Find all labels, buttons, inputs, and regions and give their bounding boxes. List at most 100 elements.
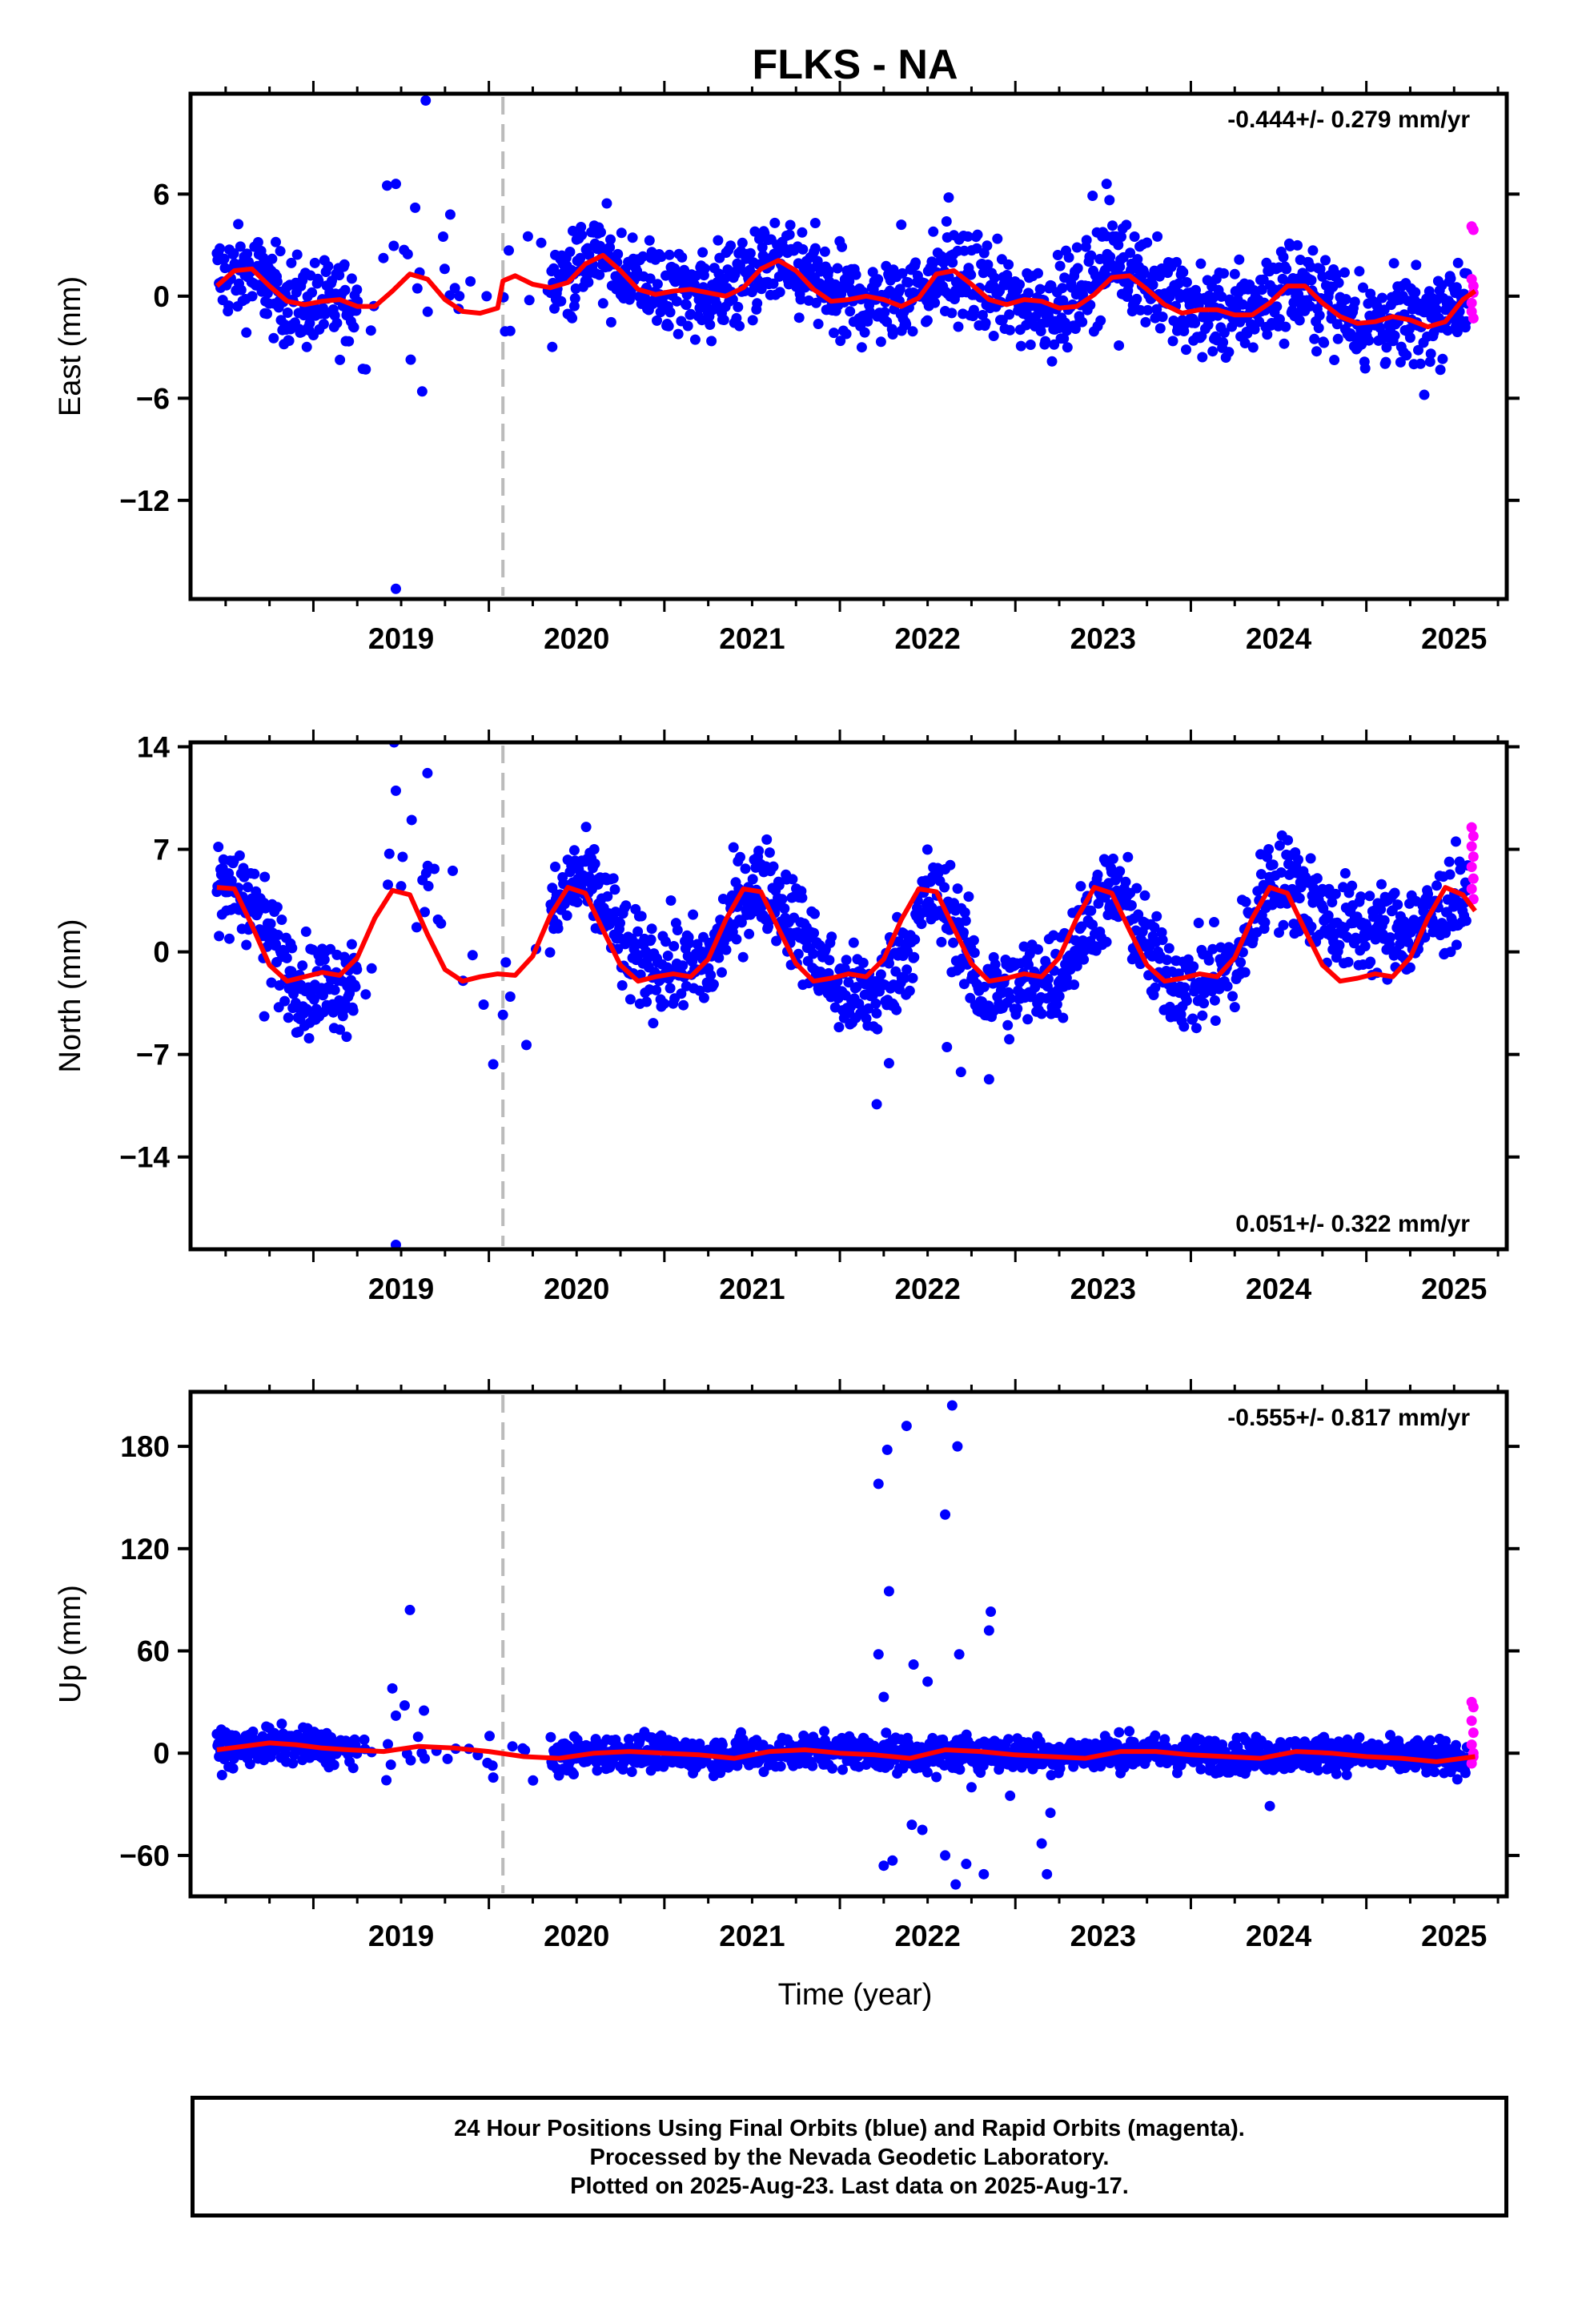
north-xtick-label: 2021 (719, 1273, 785, 1305)
north-rapid-point (1466, 841, 1477, 852)
east-point (481, 291, 492, 302)
north-point (1150, 982, 1161, 993)
east-point (1049, 339, 1060, 350)
north-point (669, 941, 680, 951)
up-xtick-label: 2019 (368, 1920, 434, 1952)
east-point (1216, 291, 1227, 302)
north-point (692, 939, 703, 950)
east-point (1046, 356, 1058, 367)
up-point (227, 1763, 239, 1774)
up-point (1331, 1768, 1342, 1779)
north-point (736, 917, 747, 928)
north-point (771, 935, 782, 947)
up-outlier-point (986, 1606, 997, 1618)
east-point (1262, 329, 1273, 340)
north-point (1191, 1023, 1202, 1034)
east-point (228, 248, 239, 259)
north-plot-area (211, 742, 1479, 1249)
east-point (1306, 275, 1317, 286)
east-point (1138, 267, 1150, 279)
east-point (235, 241, 246, 252)
north-point (213, 842, 224, 852)
north-point (952, 883, 963, 895)
east-point (901, 319, 912, 330)
east-point (524, 295, 535, 306)
east-point (644, 235, 655, 246)
north-point (624, 994, 636, 1005)
up-xtick-label: 2024 (1246, 1920, 1312, 1952)
north-point (552, 923, 564, 934)
east-point (568, 300, 580, 312)
east-xtick-label: 2022 (894, 622, 960, 655)
north-point (1101, 936, 1112, 947)
east-point (734, 320, 745, 332)
east-point (1058, 295, 1069, 306)
east-point (388, 240, 400, 251)
east-point (962, 231, 974, 242)
east-point (1428, 328, 1439, 338)
east-point (360, 364, 371, 375)
east-point (810, 297, 821, 308)
north-point (351, 964, 363, 975)
east-point (1331, 319, 1343, 330)
north-point (641, 996, 652, 1007)
up-point (383, 1739, 393, 1750)
up-point (1421, 1767, 1432, 1778)
north-point (297, 960, 308, 971)
east-point (271, 276, 283, 287)
north-point (1210, 1015, 1221, 1026)
north-point (1054, 991, 1065, 1002)
east-xtick-label: 2023 (1070, 622, 1136, 655)
caption-line-3: Plotted on 2025-Aug-23. Last data on 202… (570, 2173, 1129, 2199)
north-point (884, 958, 894, 969)
north-point (1255, 869, 1267, 880)
east-point (1057, 283, 1068, 294)
east-point (706, 336, 717, 347)
north-xtick-label: 2019 (368, 1273, 434, 1305)
east-point (844, 275, 855, 287)
east-point (1077, 316, 1088, 328)
up-rapid-point (1466, 1758, 1477, 1769)
north-xtick-label: 2023 (1070, 1273, 1136, 1305)
east-point (1277, 273, 1288, 284)
up-outlier-point (883, 1586, 894, 1597)
north-point (1178, 1021, 1190, 1032)
up-outlier-point (399, 1700, 410, 1711)
east-point (1292, 239, 1303, 251)
east-point (1004, 309, 1015, 320)
up-point (954, 1764, 966, 1775)
up-outlier-point (946, 1400, 958, 1411)
east-point (873, 274, 884, 285)
north-ytick-label: −14 (119, 1141, 170, 1174)
north-point (871, 1007, 882, 1019)
north-point (753, 846, 765, 856)
east-point (793, 312, 805, 324)
east-point (689, 334, 701, 345)
up-point (1385, 1730, 1395, 1741)
east-point (422, 306, 433, 317)
up-point (1424, 1735, 1435, 1746)
figure-title: FLKS - NA (752, 42, 958, 88)
north-point (1293, 854, 1303, 865)
east-point (549, 303, 560, 314)
east-plot-area (211, 94, 1479, 594)
north-point (717, 967, 727, 978)
east-point (1157, 312, 1168, 323)
north-point (1229, 1002, 1240, 1013)
north-point (635, 969, 646, 980)
east-point (1062, 342, 1073, 353)
north-point (1389, 887, 1400, 899)
east-rapid-point (1468, 224, 1479, 235)
north-point (901, 964, 913, 975)
north-point (1364, 891, 1375, 902)
north-point (1423, 888, 1433, 899)
north-point (1343, 956, 1354, 967)
north-point (740, 863, 751, 875)
up-point (775, 1761, 786, 1772)
east-point (856, 342, 867, 353)
north-point (1330, 888, 1341, 899)
up-point (658, 1761, 669, 1772)
east-point (1113, 239, 1124, 251)
east-point (605, 234, 616, 245)
east-point (584, 249, 595, 260)
